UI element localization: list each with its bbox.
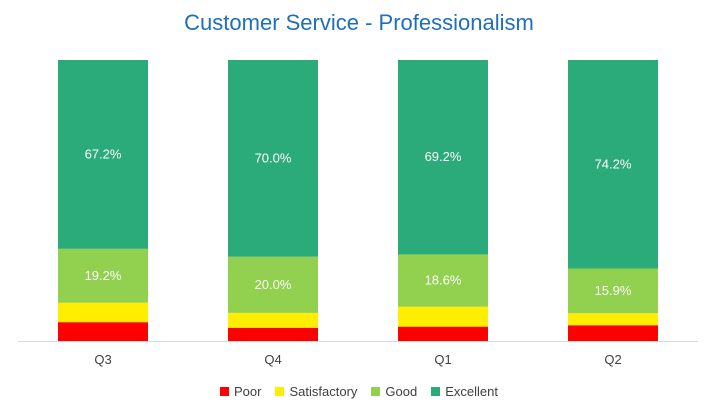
data-label-good-q3: 19.2%: [85, 268, 122, 283]
legend-item-satisfactory: Satisfactory: [275, 384, 357, 399]
bar-segment-satisfactory-q4: [228, 312, 318, 328]
legend-swatch-excellent: [431, 387, 441, 396]
data-label-good-q4: 20.0%: [255, 277, 292, 292]
data-label-excellent-q1: 69.2%: [425, 149, 462, 164]
x-tick-label-q1: Q1: [434, 352, 451, 367]
bar-segment-poor-q2: [568, 325, 658, 341]
legend-swatch-poor: [220, 387, 230, 396]
legend-swatch-good: [371, 387, 381, 396]
bar-segment-good-q3: [58, 248, 148, 303]
x-tick-label-q3: Q3: [94, 352, 111, 367]
legend-label-satisfactory: Satisfactory: [289, 384, 358, 399]
bar-segment-good-q2: [568, 268, 658, 314]
legend-label-excellent: Excellent: [445, 384, 498, 399]
legend-label-good: Good: [385, 384, 418, 399]
legend: Poor Satisfactory Good Excellent: [0, 384, 718, 399]
x-tick-label-q4: Q4: [264, 352, 281, 367]
bar-segment-poor-q4: [228, 327, 318, 341]
data-label-good-q2: 15.9%: [595, 283, 632, 298]
bar-segment-good-q4: [228, 256, 318, 313]
bar-segment-satisfactory-q1: [398, 306, 488, 327]
bar-segment-excellent-q2: [568, 60, 658, 269]
bar-segment-satisfactory-q3: [58, 302, 148, 323]
legend-item-excellent: Excellent: [431, 384, 498, 399]
data-label-excellent-q4: 70.0%: [255, 150, 292, 165]
bar-segment-excellent-q1: [398, 60, 488, 255]
data-label-excellent-q2: 74.2%: [595, 156, 632, 171]
bar-segment-satisfactory-q2: [568, 313, 658, 326]
bar-segment-excellent-q3: [58, 60, 148, 249]
data-label-good-q1: 18.6%: [425, 273, 462, 288]
x-tick-label-q2: Q2: [604, 352, 621, 367]
bar-segment-good-q1: [398, 254, 488, 307]
legend-item-poor: Poor: [220, 384, 261, 399]
legend-swatch-satisfactory: [275, 387, 285, 396]
bar-segment-excellent-q4: [228, 60, 318, 257]
legend-item-good: Good: [371, 384, 417, 399]
bar-segment-poor-q3: [58, 322, 148, 341]
chart-title: Customer Service - Professionalism: [184, 10, 534, 35]
legend-label-poor: Poor: [234, 384, 262, 399]
bar-segment-poor-q1: [398, 326, 488, 341]
data-label-excellent-q3: 67.2%: [85, 146, 122, 161]
